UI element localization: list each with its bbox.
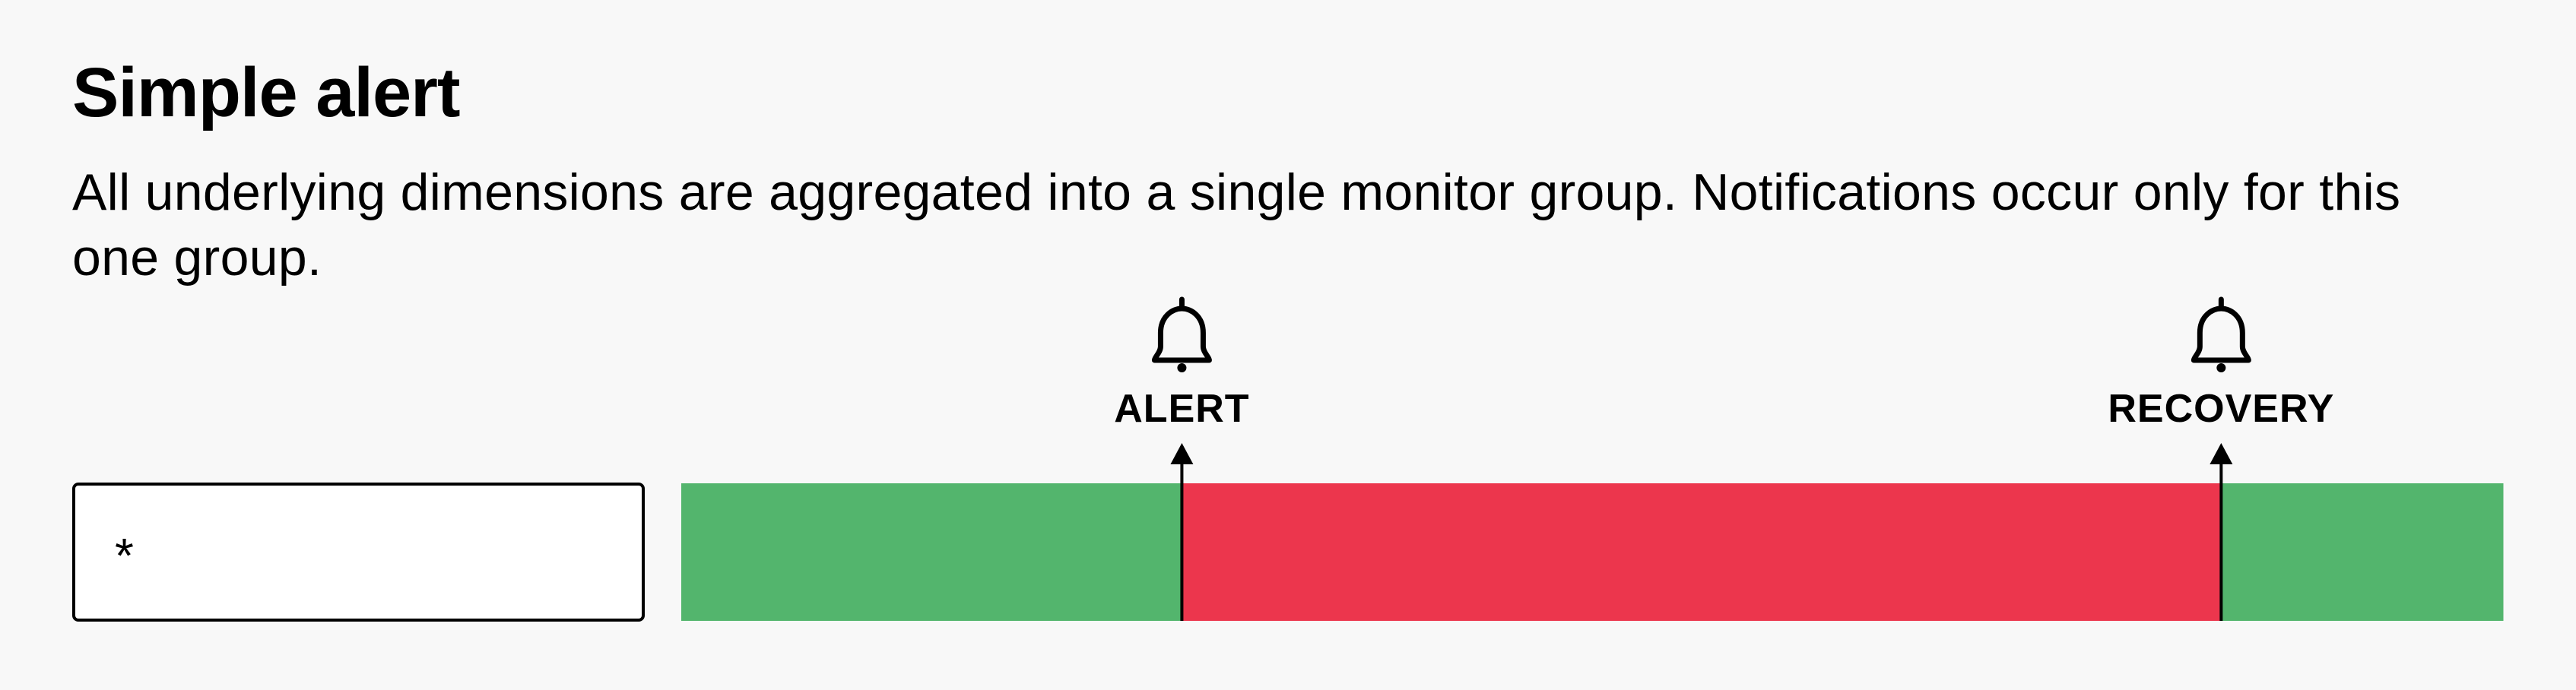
arrow-up-icon [1170,443,1194,464]
monitor-group-box: * [72,483,645,622]
timeline-marker-recovery: RECOVERY [2108,296,2334,621]
bell-icon [1151,296,1212,372]
arrow-up-icon [2210,443,2233,464]
timeline-segments [681,483,2504,621]
timeline-segment-ok [681,483,1182,621]
marker-label: ALERT [1114,387,1249,431]
timeline-marker-alert: ALERT [1114,296,1249,621]
page-title: Simple alert [72,54,461,131]
timeline-markers: ALERT RECOVERY [1114,296,2334,621]
page-description: All underlying dimensions are aggregated… [72,163,2401,286]
timeline-segment-ok [2221,483,2504,621]
monitor-group-label: * [115,528,134,583]
bell-icon [2191,296,2251,372]
timeline-segment-alert [1182,483,2222,621]
marker-label: RECOVERY [2108,387,2334,431]
